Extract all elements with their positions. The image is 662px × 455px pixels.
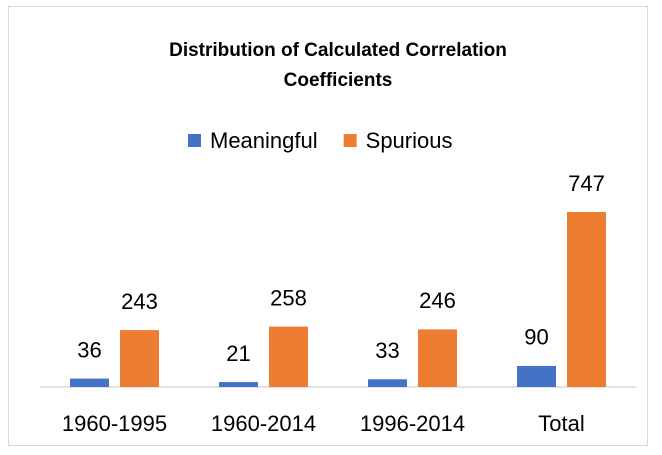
data-label: 246 bbox=[419, 288, 456, 313]
x-tick-label: 1960-1995 bbox=[62, 411, 167, 436]
data-label: 21 bbox=[226, 341, 250, 366]
legend-swatch bbox=[343, 134, 357, 147]
chart-frame bbox=[8, 6, 648, 446]
bar bbox=[567, 212, 606, 387]
legend-label: Spurious bbox=[366, 128, 453, 153]
bar bbox=[269, 326, 308, 387]
bar bbox=[219, 382, 258, 387]
data-label: 258 bbox=[270, 285, 307, 310]
legend-label: Meaningful bbox=[210, 128, 318, 153]
legend-swatch bbox=[188, 134, 201, 147]
data-label: 36 bbox=[77, 337, 101, 362]
bar bbox=[120, 330, 159, 387]
data-label: 747 bbox=[568, 171, 605, 196]
bar bbox=[70, 378, 109, 387]
chart-title: Distribution of Calculated Correlation C… bbox=[169, 40, 507, 91]
x-tick-label: Total bbox=[538, 411, 584, 436]
bar bbox=[368, 379, 407, 387]
x-tick-label: 1996-2014 bbox=[360, 411, 465, 436]
data-label: 243 bbox=[121, 289, 158, 314]
data-label: 90 bbox=[524, 325, 548, 350]
bar bbox=[517, 365, 556, 387]
bar bbox=[418, 329, 457, 387]
data-label: 33 bbox=[375, 338, 399, 363]
x-tick-label: 1960-2014 bbox=[211, 411, 316, 436]
